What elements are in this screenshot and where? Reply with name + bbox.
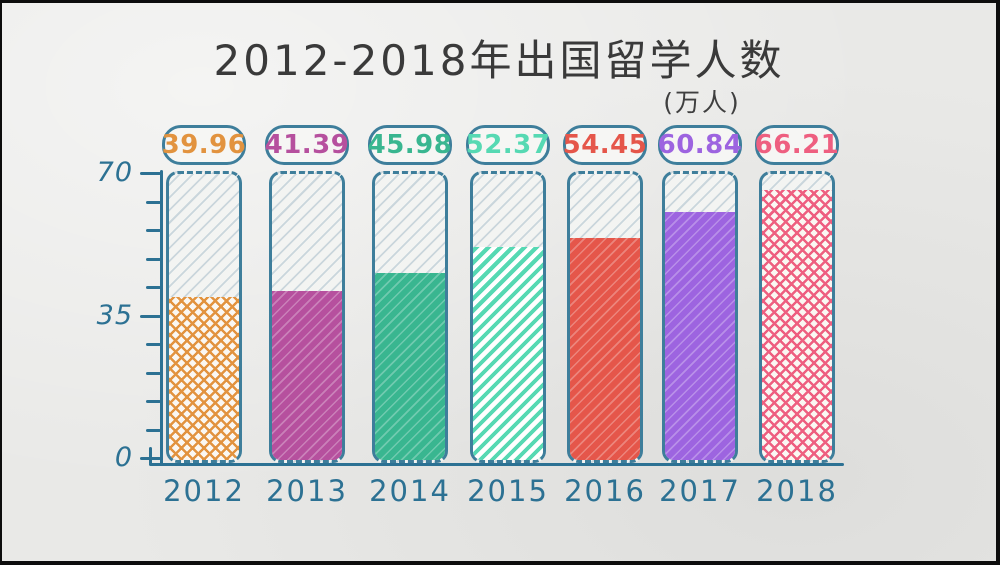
bar-fill [473,247,543,460]
y-axis-minor-tick [146,200,161,204]
y-axis-major-tick [140,314,161,318]
y-axis-line [160,170,163,466]
y-axis-label: 70 [96,157,133,188]
y-axis-minor-tick [146,257,161,261]
bar-fill [665,212,735,460]
value-label: 54.45 [562,130,648,160]
value-label: 66.21 [754,130,840,160]
year-label: 2012 [163,474,245,508]
y-axis-minor-tick [146,400,161,403]
bar-fill [762,190,832,460]
value-label: 60.84 [657,130,743,160]
value-pill: 66.21 [755,125,839,165]
y-axis-minor-tick [146,229,161,232]
value-pill: 45.98 [368,125,452,165]
value-pill: 41.39 [265,125,349,165]
value-pill: 39.96 [162,125,246,165]
y-axis-label: 35 [96,299,133,331]
bar-tube [662,171,738,463]
bar-tube [470,171,546,463]
bar-tube [372,171,448,463]
bar-fill [169,297,239,460]
year-label: 2017 [659,474,741,508]
value-label: 45.98 [367,130,453,160]
x-axis-line [149,463,844,466]
x-axis-left-hook [149,447,152,465]
chart-title: 2012-2018年出国留学人数 [213,36,785,85]
year-label: 2018 [756,474,838,508]
paper-background: 2012-2018年出国留学人数 (万人) 0 35 70 39.96 2012 41.3… [2,3,996,561]
value-label: 41.39 [264,130,350,160]
value-pill: 54.45 [563,125,647,165]
bar-tube [166,171,242,463]
year-label: 2016 [564,474,646,508]
value-label: 52.37 [465,130,551,160]
y-axis-major-tick [140,457,161,460]
year-label: 2013 [266,474,348,508]
bar-fill [570,238,640,460]
y-axis-label: 0 [114,442,133,473]
bar-tube [567,171,643,463]
y-axis-major-tick [140,172,161,175]
value-pill: 52.37 [466,125,550,165]
bar-tube [759,171,835,463]
y-axis-minor-tick [146,286,161,289]
bar-fill [375,273,445,460]
value-pill: 60.84 [658,125,742,165]
y-axis-minor-tick [146,428,161,432]
bar-tube [269,171,345,463]
year-label: 2015 [467,474,549,508]
value-label: 39.96 [161,130,247,160]
y-axis-minor-tick [146,371,161,375]
year-label: 2014 [369,474,451,508]
unit-label: (万人) [663,88,741,117]
bar-fill [272,291,342,460]
y-axis-minor-tick [146,343,161,346]
